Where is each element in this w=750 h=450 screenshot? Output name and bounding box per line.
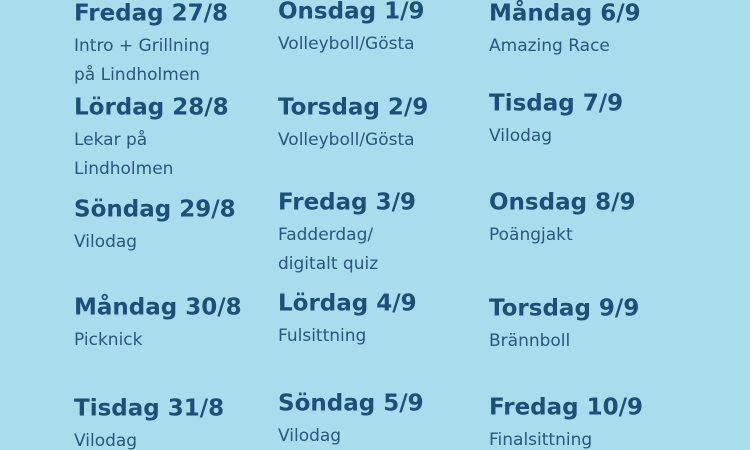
day-heading: Fredag 3/9 bbox=[278, 190, 416, 216]
activity: Lindholmen bbox=[74, 159, 173, 179]
day-heading: Måndag 30/8 bbox=[74, 294, 242, 321]
day-heading: Lördag 28/8 bbox=[74, 95, 229, 121]
day-heading: Lördag 4/9 bbox=[278, 291, 417, 317]
activity: Brännboll bbox=[489, 331, 570, 351]
day-heading: Torsdag 9/9 bbox=[489, 296, 639, 322]
activity: Volleyboll/Gösta bbox=[278, 130, 415, 150]
day-heading: Fredag 27/8 bbox=[74, 1, 228, 27]
day-heading: Torsdag 2/9 bbox=[278, 95, 428, 121]
activity: på Lindholmen bbox=[74, 64, 200, 85]
activity: Volleyboll/Gösta bbox=[278, 34, 415, 54]
day-heading: Tisdag 7/9 bbox=[489, 91, 623, 117]
activity: Fadderdag/ bbox=[278, 225, 373, 245]
activity: Intro + Grillning bbox=[74, 36, 210, 56]
activity: Vilodag bbox=[74, 232, 137, 252]
activity: Finalsittning bbox=[489, 430, 592, 450]
day-heading: Onsdag 1/9 bbox=[278, 0, 424, 25]
activity: Picknick bbox=[74, 330, 143, 350]
day-heading: Söndag 5/9 bbox=[278, 391, 424, 417]
activity: digitalt quiz bbox=[278, 254, 378, 274]
day-heading: Fredag 10/9 bbox=[489, 395, 643, 421]
activity: Lekar på bbox=[74, 129, 147, 150]
day-heading: Onsdag 8/9 bbox=[489, 190, 635, 216]
day-heading: Söndag 29/8 bbox=[74, 197, 236, 223]
activity: Vilodag bbox=[74, 431, 137, 450]
activity: Vilodag bbox=[278, 426, 341, 446]
day-heading: Tisdag 31/8 bbox=[74, 396, 224, 422]
day-heading: Måndag 6/9 bbox=[489, 0, 641, 27]
activity: Amazing Race bbox=[489, 36, 610, 56]
activity: Vilodag bbox=[489, 126, 552, 146]
activity: Poängjakt bbox=[489, 225, 573, 245]
activity: Fulsittning bbox=[278, 326, 366, 346]
